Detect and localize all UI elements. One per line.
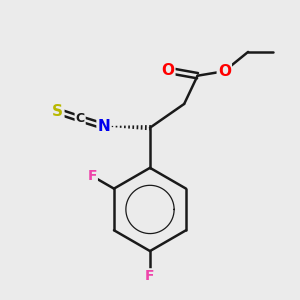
Text: F: F [87,169,97,183]
Text: S: S [52,104,63,119]
Text: C: C [76,112,85,125]
Text: F: F [145,269,155,283]
Text: O: O [218,64,231,79]
Text: N: N [98,119,110,134]
Text: O: O [161,63,174,78]
